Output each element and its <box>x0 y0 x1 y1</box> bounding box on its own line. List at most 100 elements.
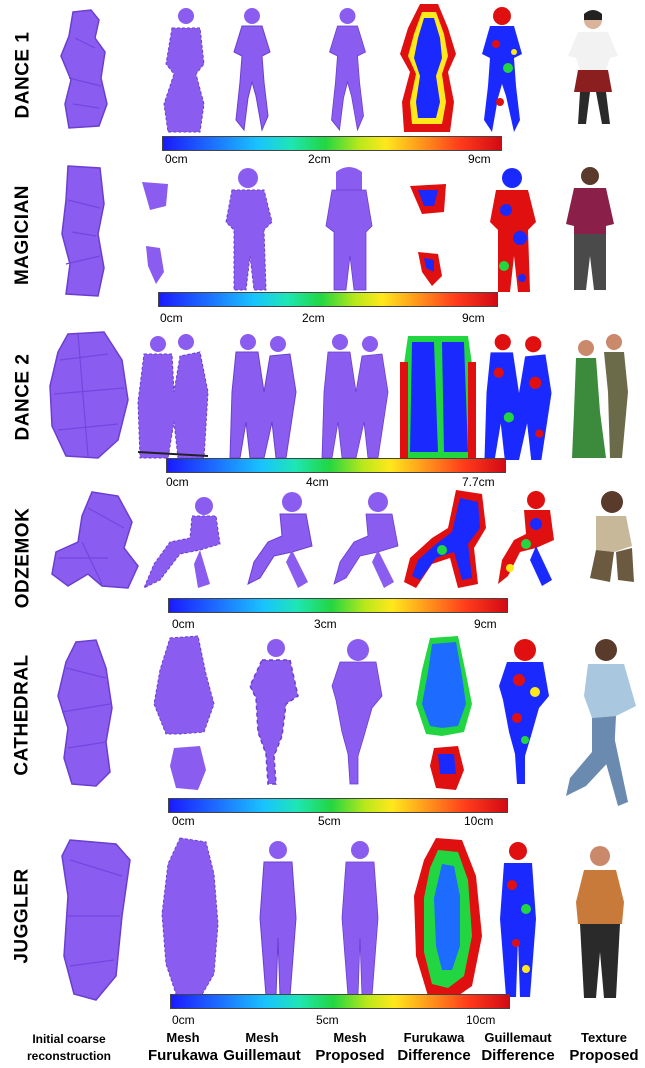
furukawa-mesh-image <box>134 332 214 460</box>
guillemaut-mesh-image <box>224 332 302 458</box>
guillemaut-mesh-image <box>246 490 332 590</box>
caption-line-1: Furukawa <box>403 1030 465 1045</box>
coarse-mesh-image <box>48 488 142 592</box>
texture-proposed-image <box>566 332 636 460</box>
guillemaut-difference-image <box>478 332 558 460</box>
error-colorbar <box>162 136 502 151</box>
caption-line-1: Texture <box>581 1030 627 1045</box>
row-cathedral: CATHEDRAL 0cm 5cm 10cm <box>0 630 645 835</box>
row-odzemok: ODZEMOK 0cm 3cm 9cm <box>0 484 645 644</box>
caption-line-2: Proposed <box>569 1047 639 1064</box>
row-juggler: JUGGLER 0cm 5cm 10cm <box>0 832 645 1032</box>
furukawa-mesh-image <box>140 494 234 592</box>
scale-mid-label: 5cm <box>316 1013 339 1027</box>
furukawa-difference-image <box>412 836 484 1002</box>
row-dance-1: DANCE 1 0cm 2cm 9cm <box>0 0 645 166</box>
coarse-mesh-image <box>48 330 130 460</box>
scale-max-label: 7.7cm <box>462 475 495 489</box>
guillemaut-difference-image <box>480 4 524 134</box>
coarse-mesh-image <box>58 164 108 298</box>
proposed-mesh-image <box>325 6 370 132</box>
guillemaut-difference-image <box>496 490 558 592</box>
scale-min-label: 0cm <box>160 311 183 325</box>
row-label-text: JUGGLER <box>12 868 34 964</box>
scale-max-label: 9cm <box>474 617 497 631</box>
proposed-mesh-image <box>332 490 418 590</box>
texture-proposed-image <box>584 490 636 586</box>
scale-max-label: 10cm <box>464 814 494 828</box>
furukawa-difference-image <box>402 488 494 592</box>
guillemaut-difference-image <box>486 166 540 296</box>
texture-proposed-image <box>556 636 642 808</box>
caption-line-2: reconstruction <box>26 1049 111 1063</box>
guillemaut-difference-image <box>494 636 552 786</box>
coarse-mesh-image <box>55 8 115 132</box>
row-label-text: MAGICIAN <box>12 184 33 286</box>
caption-line-1: Mesh <box>166 1030 200 1045</box>
caption-line-2: Guillemaut <box>223 1047 301 1064</box>
scale-mid-label: 4cm <box>306 475 329 489</box>
caption-line-1: Guillemaut <box>484 1030 552 1045</box>
furukawa-difference-image <box>398 2 458 134</box>
caption-line-2: Difference <box>397 1047 471 1064</box>
column-caption-mesh-furukawa: Mesh Furukawa <box>146 1030 220 1064</box>
texture-proposed-image <box>570 842 630 1002</box>
row-magician: MAGICIAN 0cm 2cm 9cm <box>0 160 645 330</box>
furukawa-mesh-image <box>158 834 222 1000</box>
caption-line-1: Mesh <box>333 1030 367 1045</box>
coarse-mesh-image <box>60 836 132 1002</box>
error-colorbar <box>168 798 508 813</box>
proposed-mesh-image <box>316 332 394 458</box>
furukawa-mesh-image <box>138 180 174 286</box>
scale-max-label: 9cm <box>468 152 491 166</box>
column-caption-mesh-proposed: Mesh Proposed <box>308 1030 392 1064</box>
furukawa-mesh-image <box>160 4 210 134</box>
row-label-text: CATHEDRAL <box>12 654 33 776</box>
error-colorbar <box>170 994 510 1009</box>
scale-mid-label: 2cm <box>302 311 325 325</box>
row-label: ODZEMOK <box>0 484 46 632</box>
scale-min-label: 0cm <box>172 814 195 828</box>
column-caption-texture-proposed: Texture Proposed <box>564 1030 644 1064</box>
texture-proposed-image <box>560 164 620 294</box>
row-label: CATHEDRAL <box>0 630 46 800</box>
guillemaut-mesh-image <box>256 838 300 998</box>
scale-min-label: 0cm <box>166 475 189 489</box>
row-label-text: ODZEMOK <box>12 507 34 609</box>
column-caption-initial-coarse: Initial coarse reconstruction <box>0 1032 138 1063</box>
caption-line-1: Mesh <box>245 1030 279 1045</box>
caption-line-2: Proposed <box>315 1047 385 1064</box>
furukawa-mesh-image <box>150 634 216 792</box>
error-colorbar <box>166 458 506 473</box>
error-colorbar <box>158 292 498 307</box>
error-colorbar <box>168 598 508 613</box>
row-label: DANCE 1 <box>0 0 46 150</box>
column-caption-mesh-guillemaut: Mesh Guillemaut <box>216 1030 308 1064</box>
furukawa-difference-image <box>398 332 478 460</box>
guillemaut-mesh-image <box>246 636 302 786</box>
caption-line-2: Difference <box>481 1047 555 1064</box>
column-caption-guillemaut-difference: Guillemaut Difference <box>474 1030 562 1064</box>
row-label: MAGICIAN <box>0 160 46 310</box>
scale-min-label: 0cm <box>172 617 195 631</box>
furukawa-difference-image <box>408 182 450 286</box>
scale-max-label: 9cm <box>462 311 485 325</box>
scale-min-label: 0cm <box>172 1013 195 1027</box>
texture-proposed-image <box>560 6 626 132</box>
guillemaut-difference-image <box>496 838 540 1000</box>
row-label: DANCE 2 <box>0 322 46 472</box>
guillemaut-mesh-image <box>222 166 276 294</box>
scale-mid-label: 3cm <box>314 617 337 631</box>
row-label-text: DANCE 2 <box>12 353 33 441</box>
scale-max-label: 10cm <box>466 1013 496 1027</box>
row-label: JUGGLER <box>0 832 46 1000</box>
scale-min-label: 0cm <box>165 152 188 166</box>
column-caption-furukawa-difference: Furukawa Difference <box>390 1030 478 1064</box>
coarse-mesh-image <box>54 638 118 788</box>
furukawa-difference-image <box>414 634 474 792</box>
caption-line-1: Initial coarse <box>32 1032 106 1046</box>
proposed-mesh-image <box>322 166 376 294</box>
proposed-mesh-image <box>338 838 382 998</box>
row-label-text: DANCE 1 <box>12 31 33 119</box>
proposed-mesh-image <box>328 636 384 786</box>
